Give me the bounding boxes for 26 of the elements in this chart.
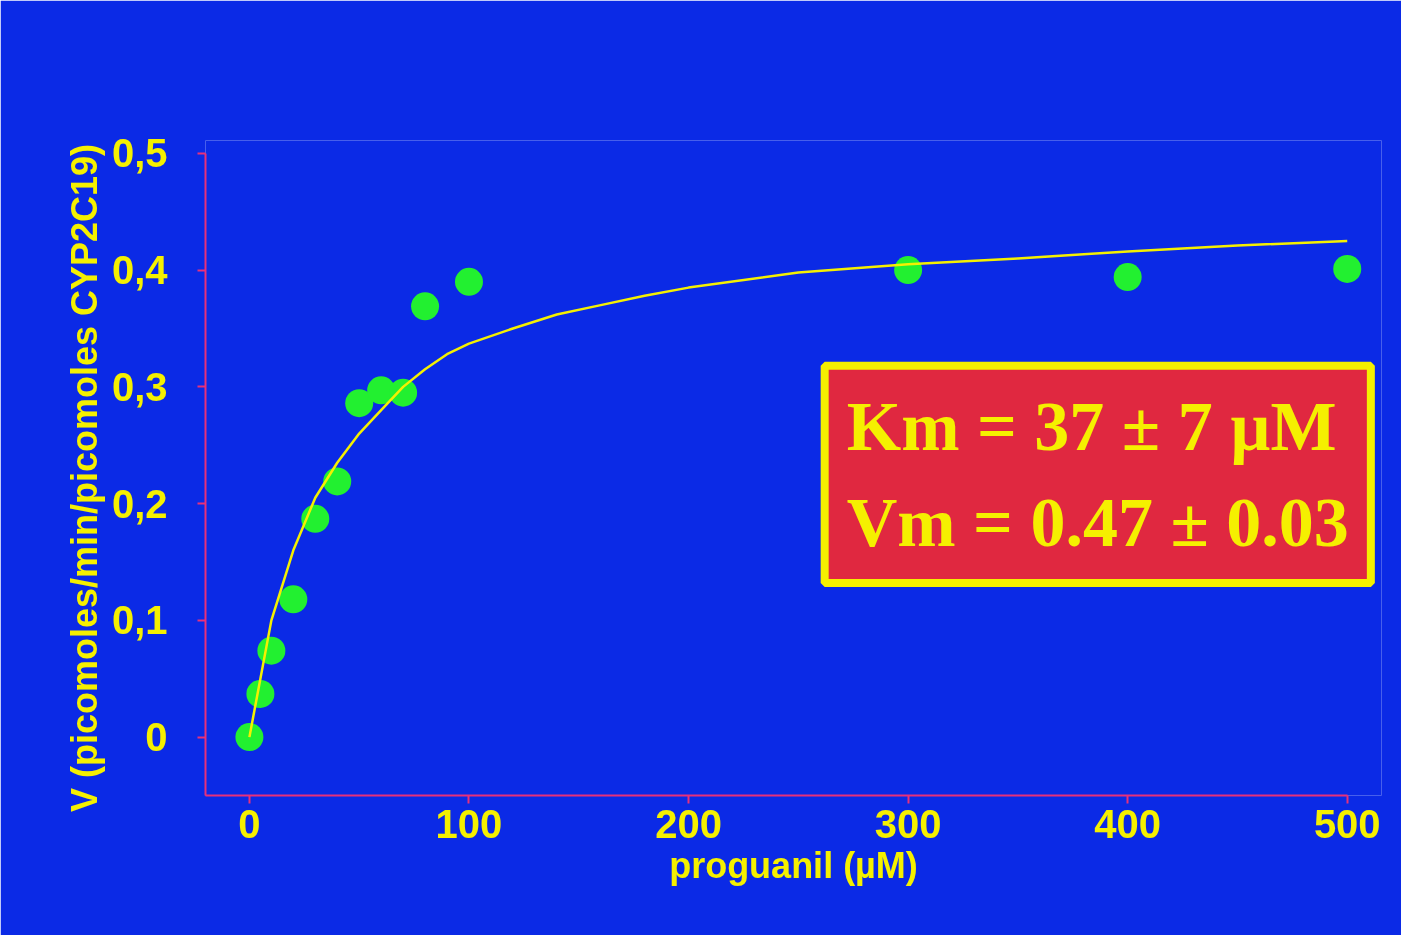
point [1333, 254, 1362, 283]
x-tick-label: 0 [238, 801, 261, 846]
point [301, 504, 330, 533]
x-tick-label: 100 [435, 801, 503, 846]
y-tick-label: 0,3 [111, 364, 168, 409]
point [235, 723, 264, 752]
y-tick-label: 0,1 [111, 598, 168, 643]
x-tick-label: 300 [874, 801, 942, 846]
point [279, 585, 308, 614]
point [1113, 263, 1142, 292]
point [894, 256, 923, 285]
point [454, 267, 483, 296]
annotation: Km = 37 ± 7 µM [846, 387, 1337, 465]
y-tick-label: 0,5 [111, 131, 168, 176]
annotation: Vm = 0.47 ± 0.03 [846, 484, 1349, 561]
y-tick-label: 0 [145, 715, 168, 760]
point [345, 389, 374, 418]
point [411, 292, 440, 321]
x-tick-label: 500 [1313, 801, 1381, 846]
x-axis-title: proguanil (µM) [669, 844, 918, 886]
y-tick-label: 0,2 [111, 481, 168, 526]
point [323, 467, 352, 496]
y-tick-label: 0,4 [111, 248, 169, 293]
x-tick-label: 200 [655, 801, 722, 846]
y-axis-title: V (picomoles/min/picomoles CYP2C19) [63, 143, 105, 813]
x-tick-label: 400 [1094, 801, 1162, 846]
